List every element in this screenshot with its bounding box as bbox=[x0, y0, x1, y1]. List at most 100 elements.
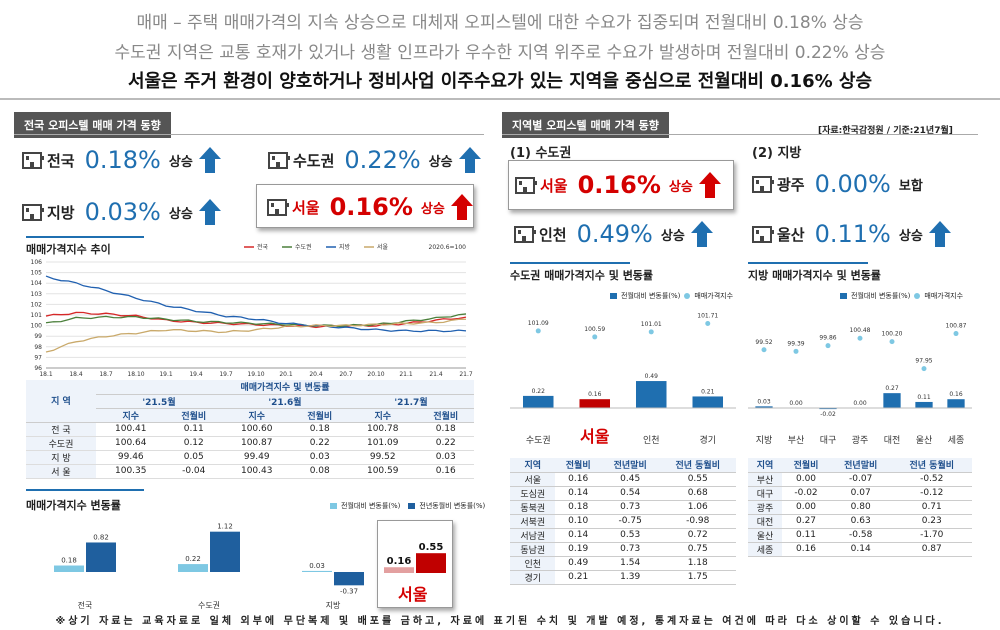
row-cell: 0.16 bbox=[782, 542, 830, 557]
legend-swatch bbox=[914, 293, 921, 299]
index-value-label: 101.01 bbox=[641, 321, 662, 328]
local-bar-chart: 0.03 99.52 지방 0.00 99.39 부산 -0.02 99.86 대구 0.00 10… bbox=[748, 323, 972, 446]
x-tick-label: 19.7 bbox=[219, 371, 233, 376]
index-value-label: 100.20 bbox=[882, 331, 903, 338]
index-value-label: 99.52 bbox=[755, 339, 772, 346]
up-arrow-icon bbox=[198, 199, 221, 225]
legend-swatch bbox=[840, 293, 847, 299]
row-cell: -0.07 bbox=[829, 472, 892, 487]
row-cell: 0.53 bbox=[600, 528, 660, 543]
headline-line-2: 수도권 지역은 교통 호재가 있거나 생활 인프라가 우수한 지역 위주로 수요… bbox=[114, 43, 886, 63]
local-title: (2) 지방 bbox=[752, 146, 802, 161]
row-cell: 0.10 bbox=[555, 514, 601, 529]
row-cell: 99.46 bbox=[96, 450, 166, 465]
bar-value-label: 0.27 bbox=[885, 385, 899, 392]
row-cell: 0.73 bbox=[600, 542, 660, 557]
column-header: 전월비 bbox=[782, 458, 830, 473]
row-cell: 0.19 bbox=[555, 542, 601, 557]
bar-value-label: 0.16 bbox=[949, 391, 963, 398]
row-cell: 0.16 bbox=[555, 472, 601, 487]
row-cell: 0.63 bbox=[829, 514, 892, 529]
row-cell: 0.18 bbox=[291, 422, 348, 437]
category-label: 지방 bbox=[326, 600, 341, 610]
capital-chart-legend: 전월대비 변동률(%) 매매가격지수 bbox=[610, 291, 733, 301]
category-label: 부산 bbox=[788, 435, 805, 446]
line-chart-title-bar bbox=[26, 236, 144, 238]
index-value-label: 101.09 bbox=[528, 320, 549, 327]
row-cell: 0.00 bbox=[782, 500, 830, 515]
bar-value-label: 0.16 bbox=[588, 391, 602, 398]
row-cell: 서남권 bbox=[510, 528, 556, 543]
stat-value: 0.11% bbox=[814, 220, 891, 248]
bar-세종 bbox=[947, 399, 965, 408]
bar-value-label: 0.18 bbox=[61, 557, 77, 565]
building-icon bbox=[752, 225, 774, 243]
table-row: 광주 0.00 0.80 0.71 bbox=[748, 500, 972, 515]
row-cell: 0.03 bbox=[417, 450, 474, 465]
stat-name: 전국 bbox=[47, 151, 75, 170]
category-label: 광주 bbox=[852, 434, 869, 446]
row-region: 지 방 bbox=[26, 450, 96, 465]
month-header: '21.7월 bbox=[347, 394, 474, 409]
table-row: 서북권 0.10 -0.75 -0.98 bbox=[510, 514, 736, 529]
row-cell: 울산 bbox=[748, 528, 783, 543]
stat-seoul-highlight: 서울 0.16% 상승 bbox=[256, 184, 474, 228]
change-rate-bar-chart: 0.18 0.82 전국 0.22 1.12 수도권 0.03 -0.37 지방 bbox=[54, 523, 364, 610]
stat-unit: 상승 bbox=[898, 228, 923, 244]
bar-value-label: 1.12 bbox=[217, 523, 233, 531]
row-cell: 100.87 bbox=[221, 436, 292, 451]
stat-unit: 상승 bbox=[420, 201, 445, 217]
legend-swatch bbox=[408, 503, 416, 509]
row-cell: 0.80 bbox=[829, 500, 892, 515]
index-value-label: 101.71 bbox=[697, 312, 718, 319]
bar-value-label: 0.03 bbox=[757, 398, 771, 405]
row-cell: 0.12 bbox=[165, 436, 222, 451]
row-cell: 101.09 bbox=[347, 436, 418, 451]
row-cell: 0.27 bbox=[782, 514, 830, 529]
bar-value-label: 0.82 bbox=[93, 533, 109, 541]
capital-chart-title: 수도권 매매가격지수 및 변동률 bbox=[510, 269, 654, 282]
x-tick-label: 20.4 bbox=[309, 371, 323, 376]
row-cell: 0.75 bbox=[659, 542, 736, 557]
up-arrow-icon bbox=[458, 147, 481, 173]
stat-ulsan: 울산 0.11% 상승 bbox=[752, 220, 951, 248]
table-row: 전 국 100.41 0.11 100.60 0.18 100.78 0.18 bbox=[26, 422, 474, 437]
row-cell: 0.22 bbox=[291, 436, 348, 451]
row-cell: -0.52 bbox=[891, 472, 972, 487]
row-cell: 0.71 bbox=[891, 500, 972, 515]
category-label: 지방 bbox=[756, 435, 773, 446]
index-dot-울산 bbox=[921, 366, 927, 372]
row-cell: 0.72 bbox=[659, 528, 736, 543]
row-cell: 0.73 bbox=[600, 500, 660, 515]
y-tick-label: 99 bbox=[34, 333, 42, 340]
chart-note: 2020.6=100 bbox=[429, 244, 467, 251]
building-icon bbox=[267, 198, 289, 216]
stat-name: 광주 bbox=[777, 175, 805, 194]
sub-header: 지수 bbox=[96, 408, 166, 423]
category-label: 대구 bbox=[820, 435, 837, 446]
y-tick-label: 97 bbox=[34, 354, 42, 361]
index-value-label: 99.86 bbox=[819, 335, 836, 342]
row-cell: 100.43 bbox=[221, 464, 292, 479]
stat-name: 서울 bbox=[540, 176, 568, 195]
bar-수도권 bbox=[522, 395, 554, 408]
row-cell: 동남권 bbox=[510, 542, 556, 557]
legend-label: 전월대비 변동률(%) bbox=[341, 502, 401, 510]
legend-swatch bbox=[684, 293, 691, 299]
row-cell: 0.07 bbox=[829, 486, 892, 501]
bar-value-label: 0.00 bbox=[789, 400, 803, 407]
column-header: 전년말비 bbox=[600, 458, 660, 473]
building-icon bbox=[268, 151, 290, 169]
x-tick-label: 19.10 bbox=[247, 371, 264, 376]
left-section-line bbox=[14, 134, 484, 135]
row-cell: 서울 bbox=[510, 472, 556, 487]
index-dot-대구 bbox=[825, 343, 831, 349]
sub-header: 전월비 bbox=[417, 408, 474, 423]
category-label: 울산 bbox=[916, 435, 933, 446]
table-row: 인천 0.49 1.54 1.18 bbox=[510, 556, 736, 571]
y-tick-label: 96 bbox=[34, 365, 42, 372]
row-cell: -0.98 bbox=[659, 514, 736, 529]
row-region: 수도권 bbox=[26, 436, 96, 451]
stat-name: 인천 bbox=[539, 225, 567, 244]
x-tick-label: 20.1 bbox=[279, 371, 293, 376]
